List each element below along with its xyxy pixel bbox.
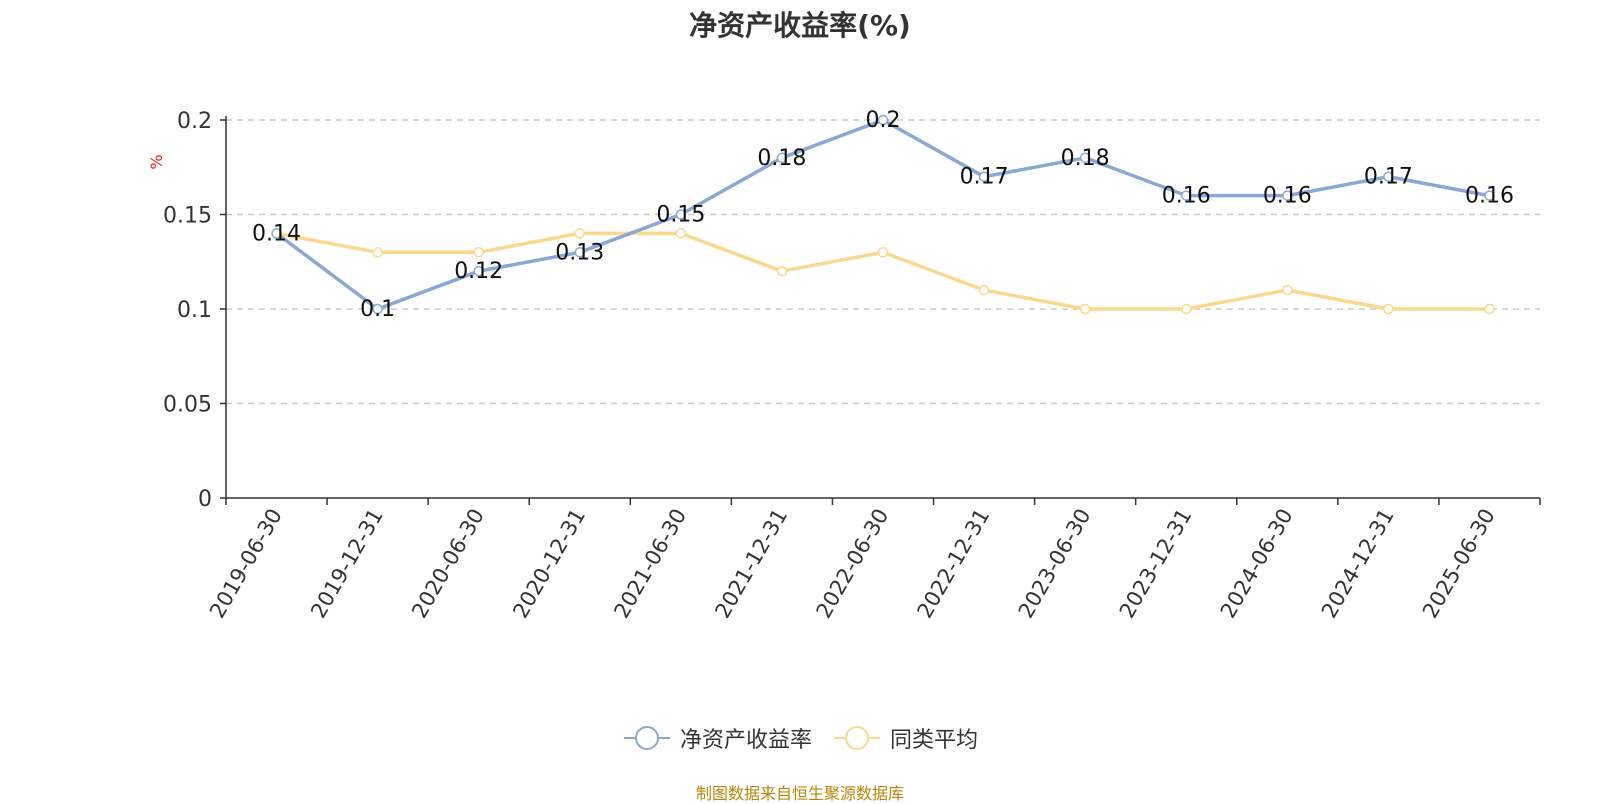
data-point [877,114,889,126]
x-tick-label: 2023-12-31 [1115,505,1197,623]
data-point [473,247,484,258]
x-tick-label: 2022-06-30 [812,505,894,623]
data-label: 0.13 [555,240,604,265]
data-point [1383,171,1394,182]
data-label: 0.16 [1263,184,1312,209]
y-tick-label: 0.2 [177,109,212,134]
x-tick-label: 2022-12-31 [913,505,995,623]
data-label: 0.18 [1061,146,1110,171]
x-tick-label: 2021-12-31 [710,505,792,623]
x-tick-label: 2020-06-30 [407,505,489,623]
chart-title: 净资产收益率(%) [689,9,911,42]
y-tick-label: 0.15 [163,204,212,229]
x-tick-label: 2019-12-31 [306,505,388,623]
data-point [473,265,484,277]
x-tick-label: 2025-06-30 [1418,505,1500,623]
data-point [1079,303,1091,315]
data-label: 0.18 [757,146,806,171]
data-point [574,247,586,258]
data-point [1079,152,1091,164]
data-point [574,228,586,239]
data-label: 0.12 [454,259,503,284]
legend: 净资产收益率 同类平均 [0,722,1600,754]
data-label: 0.17 [1364,165,1413,190]
data-label: 0.16 [1465,184,1514,209]
x-tick-label: 2020-12-31 [508,505,590,623]
data-point [675,228,687,239]
y-tick-label: 0.05 [163,393,212,418]
data-point [372,303,383,315]
data-label: 0.15 [656,203,705,228]
data-point [372,247,383,258]
x-tick-label: 2024-06-30 [1216,505,1298,623]
data-point [1484,303,1495,315]
data-point [1180,303,1192,315]
data-point [271,228,282,239]
legend-label-peer-average: 同类平均 [890,728,979,753]
y-axis-unit: % [147,154,166,169]
data-point [1484,190,1495,201]
x-tick-label: 2019-06-30 [205,505,287,623]
source-footer: 制图数据来自恒生聚源数据库 [695,784,904,803]
data-point [877,247,889,258]
data-point [1282,190,1293,201]
x-tick-label: 2023-06-30 [1014,505,1096,623]
legend-item-roe[interactable]: 净资产收益率 [622,722,812,754]
data-label: 0.17 [960,165,1009,190]
data-point [1383,303,1394,315]
data-point [776,152,788,164]
data-point [776,265,788,277]
legend-marker-roe [623,726,670,750]
data-label: 0.16 [1162,184,1211,209]
data-label: 0.14 [252,221,301,246]
legend-item-peer-average[interactable]: 同类平均 [832,722,978,754]
x-tick-label: 2024-12-31 [1317,505,1399,623]
data-point [1180,190,1192,201]
data-label: 0.2 [866,108,901,133]
x-tick-label: 2021-06-30 [609,505,691,623]
legend-marker-peer-average [834,726,880,750]
legend-label-roe: 净资产收益率 [679,728,812,753]
data-point [978,284,990,296]
data-point [978,171,990,182]
y-tick-label: 0 [198,487,212,512]
y-tick-label: 0.1 [177,298,212,323]
data-point [675,209,687,220]
data-label: 0.1 [360,297,395,322]
data-point [1282,284,1293,296]
